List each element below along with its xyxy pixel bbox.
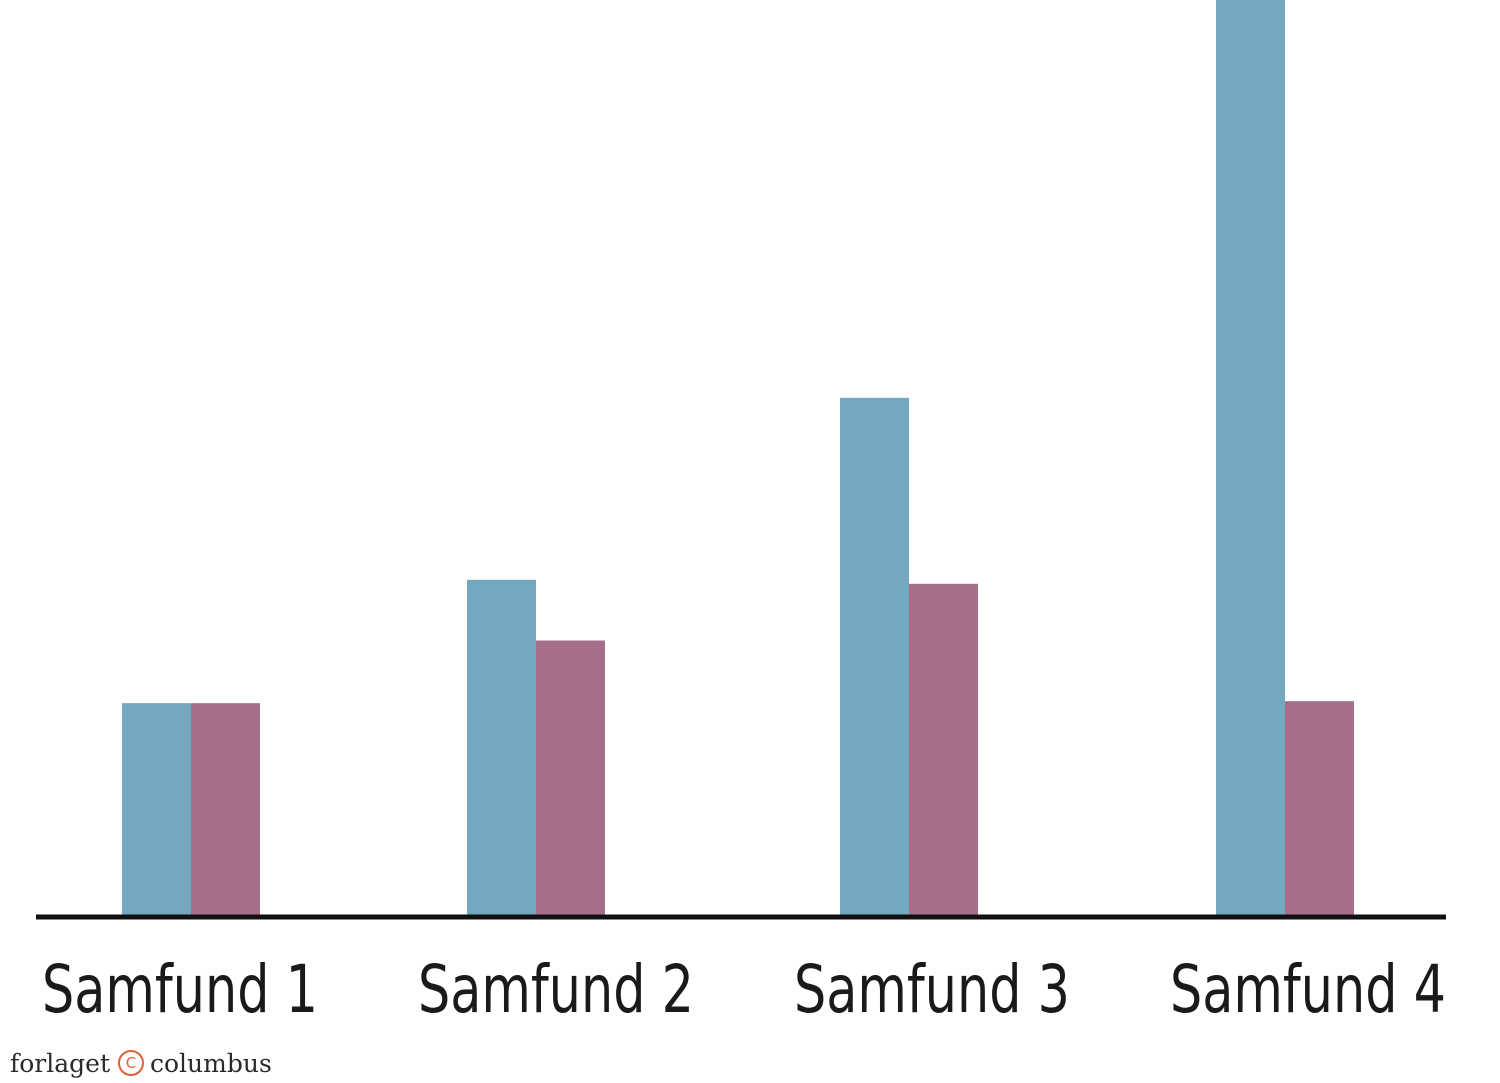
publisher-name-left: forlaget: [10, 1048, 110, 1078]
bar-3-series-2: [909, 583, 978, 915]
bar-2-series-2: [536, 640, 605, 915]
x-tick-label: Samfund 2: [418, 951, 694, 1028]
x-tick-label: Samfund 1: [42, 951, 318, 1028]
bar-4-series-2: [1285, 701, 1354, 915]
x-tick-label: Samfund 3: [794, 951, 1070, 1028]
bar-3-series-1: [840, 397, 909, 916]
tick-labels-group: Samfund 1 Samfund 2 Samfund 3 Samfund 4: [42, 951, 1446, 1028]
bar-4-series-1: [1216, 0, 1285, 915]
bar-2-series-1: [467, 579, 536, 915]
x-tick-label: Samfund 4: [1170, 951, 1446, 1028]
publisher-name-right: columbus: [150, 1048, 272, 1078]
bar-chart: Samfund 1 Samfund 2 Samfund 3 Samfund 4: [36, 0, 1446, 1028]
bar-1-series-1: [122, 703, 191, 915]
bar-1-series-2: [191, 703, 260, 915]
bars-group: [122, 0, 1354, 916]
copyright-icon: C: [118, 1050, 144, 1076]
publisher-credit: forlaget C columbus: [10, 1045, 272, 1081]
